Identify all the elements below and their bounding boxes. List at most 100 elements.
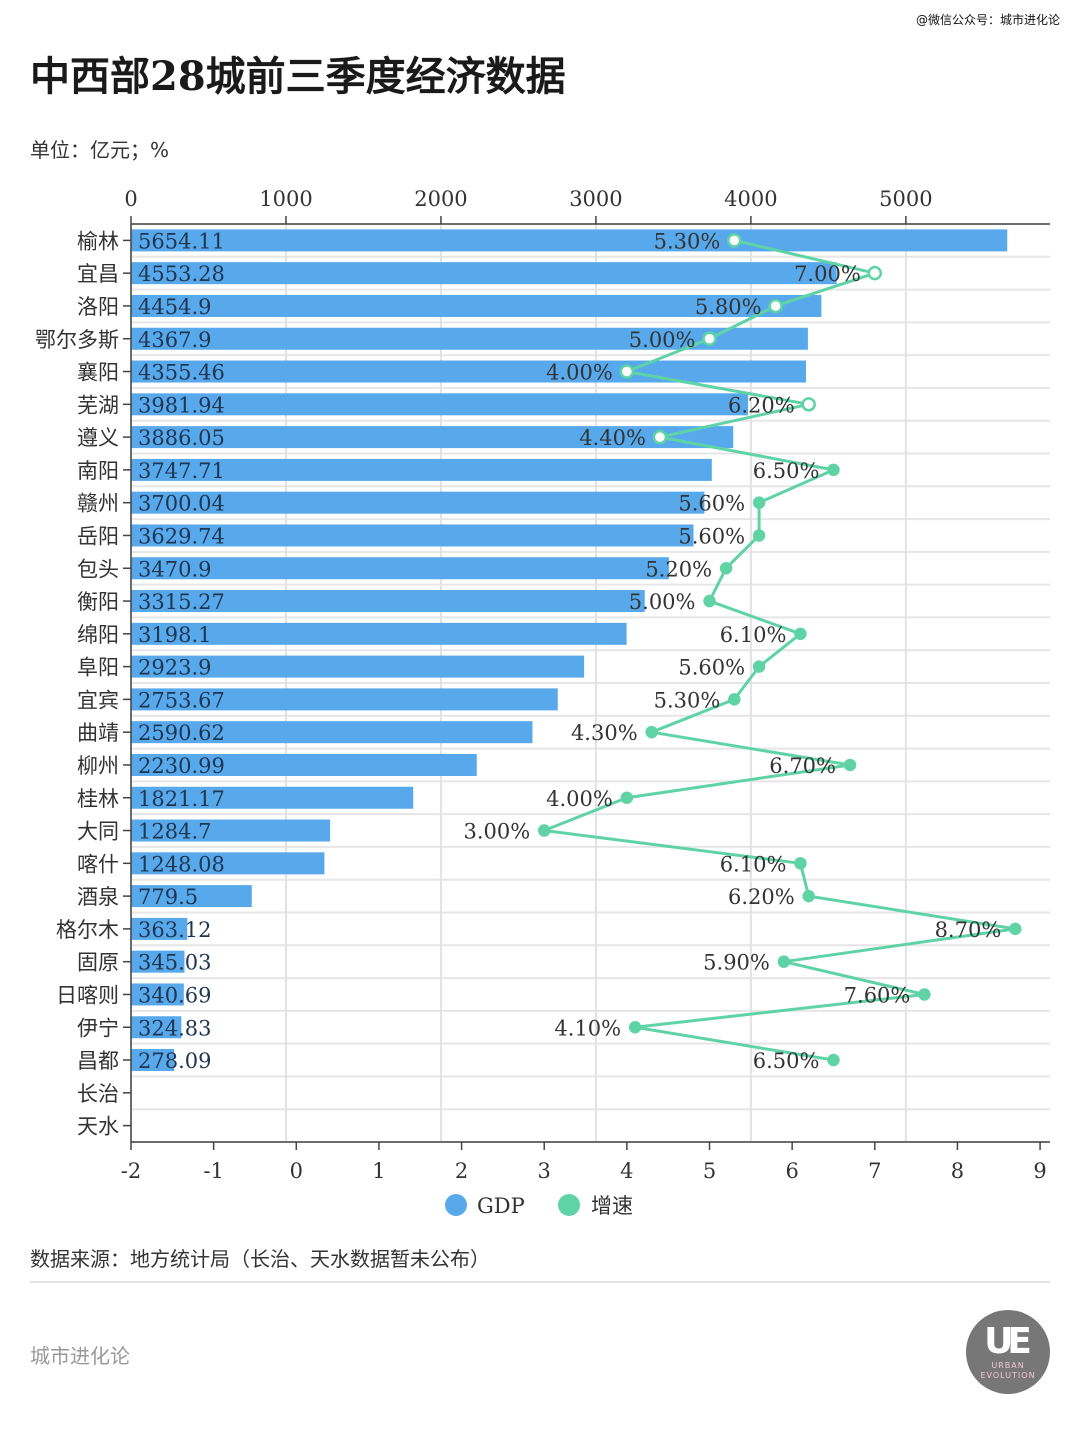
legend-gdp-swatch <box>445 1194 467 1216</box>
gdp-label: 5654.11 <box>138 229 225 253</box>
gdp-bar <box>131 688 558 711</box>
divider <box>30 1281 1050 1283</box>
growth-label: 5.20% <box>645 557 712 581</box>
category-label: 岳阳 <box>77 524 119 548</box>
bottom-tick-label: 8 <box>951 1159 964 1183</box>
gdp-label: 2753.67 <box>138 688 225 712</box>
bottom-tick-label: 4 <box>620 1159 633 1183</box>
gdp-label: 3198.1 <box>138 623 211 647</box>
gdp-bar <box>131 327 808 350</box>
gdp-label: 3700.04 <box>138 492 225 516</box>
category-label: 格尔木 <box>56 918 119 942</box>
growth-label: 5.60% <box>678 492 745 516</box>
growth-point <box>652 429 668 445</box>
gdp-bar <box>131 491 705 514</box>
gdp-label: 2590.62 <box>138 721 225 745</box>
growth-point <box>703 594 716 608</box>
growth-point <box>728 693 741 706</box>
bottom-tick-label: -1 <box>203 1159 223 1183</box>
category-label: 大同 <box>77 820 119 844</box>
category-label: 伊宁 <box>77 1016 119 1040</box>
gdp-label: 3886.05 <box>138 426 225 450</box>
gdp-bar <box>131 360 806 383</box>
gdp-label: 340.69 <box>138 983 211 1007</box>
growth-label: 6.70% <box>769 754 836 778</box>
gdp-bar <box>131 426 734 449</box>
gdp-bar <box>131 885 252 908</box>
growth-point <box>537 824 551 837</box>
gdp-bar <box>131 753 477 776</box>
gdp-bar <box>131 622 627 645</box>
legend-gdp-label: GDP <box>477 1194 525 1218</box>
category-label: 赣州 <box>77 492 119 516</box>
gdp-bar <box>131 1049 175 1072</box>
growth-point <box>794 857 807 870</box>
gdp-label: 3981.94 <box>138 393 225 417</box>
gdp-bar <box>131 852 325 875</box>
gdp-label: 1821.17 <box>138 787 225 811</box>
growth-line <box>542 238 1017 1062</box>
growth-point <box>867 265 883 281</box>
logo-text: URBAN EVOLUTION <box>980 1361 1036 1380</box>
gdp-bar <box>131 786 414 809</box>
category-label: 酒泉 <box>77 885 119 909</box>
category-label: 绵阳 <box>77 623 119 647</box>
growth-point <box>752 496 766 509</box>
top-tick-label: 2000 <box>414 187 467 211</box>
legend-growth-label: 增速 <box>591 1194 633 1218</box>
top-tick-label: 3000 <box>569 187 622 211</box>
growth-label: 4.00% <box>546 787 613 811</box>
gdp-label: 2923.9 <box>138 656 211 680</box>
bottom-tick-label: 2 <box>455 1159 468 1183</box>
bottom-tick-label: 1 <box>372 1159 385 1183</box>
category-label: 南阳 <box>77 459 119 483</box>
unit-label: 单位：亿元；% <box>30 138 170 162</box>
gdp-label: 363.12 <box>138 918 211 942</box>
gdp-bar <box>131 294 822 317</box>
category-label: 鄂尔多斯 <box>35 328 119 352</box>
growth-label: 6.20% <box>728 885 795 909</box>
page-title: 中西部28城前三季度经济数据 <box>30 53 566 100</box>
gdp-bar <box>131 458 712 481</box>
category-label: 桂林 <box>77 787 119 811</box>
growth-label: 8.70% <box>935 918 1002 942</box>
growth-point <box>752 660 766 673</box>
gdp-bar <box>131 983 184 1006</box>
category-label: 柳州 <box>77 754 119 778</box>
growth-label: 6.10% <box>720 623 787 647</box>
gdp-bar <box>131 262 837 285</box>
growth-point <box>794 627 807 641</box>
gdp-label: 4553.28 <box>138 262 225 286</box>
growth-label: 5.00% <box>629 328 696 352</box>
gdp-bar <box>131 721 533 744</box>
growth-point <box>645 725 658 739</box>
category-label: 芜湖 <box>77 393 119 417</box>
gdp-label: 3747.71 <box>138 459 225 483</box>
growth-label: 5.80% <box>695 295 762 319</box>
growth-label: 7.60% <box>844 983 911 1007</box>
growth-label: 4.10% <box>554 1016 621 1040</box>
top-tick-label: 0 <box>124 187 137 211</box>
brand-logo: UE URBAN EVOLUTION <box>966 1310 1050 1394</box>
category-label: 宜宾 <box>77 688 119 712</box>
gdp-bar <box>131 229 1008 252</box>
bottom-tick-label: -2 <box>121 1159 141 1183</box>
bottom-tick-label: 3 <box>538 1159 551 1183</box>
bottom-tick-label: 9 <box>1033 1159 1046 1183</box>
growth-point <box>719 562 733 575</box>
gdp-label: 1284.7 <box>138 820 211 844</box>
gdp-bar <box>131 393 749 416</box>
growth-point <box>727 233 742 248</box>
growth-point <box>702 331 717 346</box>
growth-label: 6.20% <box>728 393 795 417</box>
legend-growth-swatch <box>558 1194 580 1216</box>
chart: 0 1000 2000 3000 4000 5000 5654.11 4553.28 4454.… <box>35 187 1050 1218</box>
category-label: 阜阳 <box>77 656 119 680</box>
growth-label: 4.40% <box>579 426 646 450</box>
gdp-label: 3315.27 <box>138 590 225 614</box>
growth-point <box>801 397 816 412</box>
growth-label: 5.60% <box>678 524 745 548</box>
category-label: 榆林 <box>77 229 119 253</box>
gdp-bar <box>131 655 585 678</box>
